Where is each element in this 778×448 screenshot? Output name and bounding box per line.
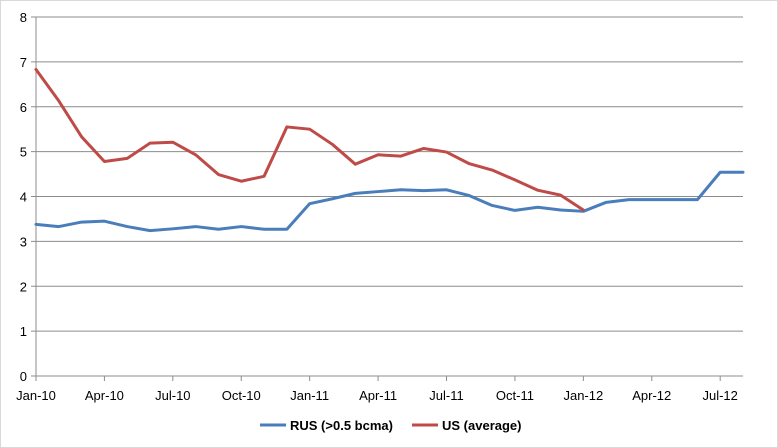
legend-label: RUS (>0.5 bcma)	[290, 418, 393, 433]
y-tick-label: 7	[20, 55, 27, 70]
x-tick-label: Apr-10	[85, 388, 124, 403]
series-line	[34, 68, 585, 212]
x-tick-label: Oct-11	[496, 388, 534, 403]
x-tick-label: Jul-11	[429, 388, 463, 403]
x-tick-label: Jan-12	[563, 388, 603, 403]
x-axis-ticks: Jan-10 Apr-10 Jul-10 Oct-10 Jan-11 Apr-11 Jul-…	[16, 376, 738, 403]
x-tick-label: Oct-10	[222, 388, 261, 403]
y-tick-label: 4	[20, 190, 27, 205]
y-tick-label: 1	[20, 324, 27, 339]
x-tick-label: Jul-10	[155, 388, 190, 403]
series-lines	[34, 68, 745, 233]
y-tick-label: 6	[20, 100, 27, 115]
x-tick-label: Apr-11	[359, 388, 397, 403]
y-tick-label: 2	[20, 279, 27, 294]
series-line	[34, 170, 745, 233]
gridlines	[36, 16, 743, 332]
x-tick-label: Apr-12	[632, 388, 671, 403]
x-tick-label: Jul-12	[702, 388, 737, 403]
y-tick-label: 5	[20, 145, 27, 160]
x-tick-label: Jan-10	[16, 388, 56, 403]
y-tick-label: 0	[20, 369, 27, 384]
legend: RUS (>0.5 bcma) US (average)	[260, 418, 521, 433]
y-tick-label: 8	[20, 10, 27, 25]
legend-label: US (average)	[442, 418, 521, 433]
x-tick-label: Jan-11	[290, 388, 329, 403]
y-axis-ticks: 0 1 2 3 4 5 6 7 8	[20, 10, 36, 384]
y-tick-label: 3	[20, 234, 27, 249]
